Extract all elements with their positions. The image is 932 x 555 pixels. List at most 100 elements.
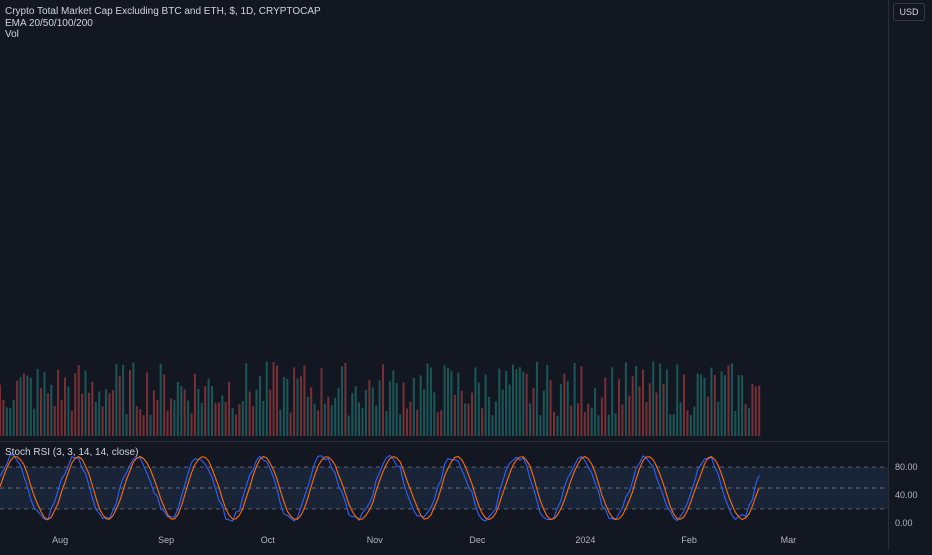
volume-bar: [460, 390, 463, 436]
volume-bar: [341, 366, 343, 436]
volume-bar: [149, 414, 152, 436]
time-tick-label: 2024: [575, 535, 595, 545]
volume-bar: [758, 385, 761, 436]
volume-bar: [447, 368, 449, 436]
pane-separator: [0, 441, 888, 442]
volume-bar: [662, 384, 665, 436]
volume-bar: [156, 399, 159, 436]
volume-bar: [115, 364, 118, 436]
volume-bar: [317, 410, 320, 436]
volume-bar: [375, 405, 378, 436]
volume-bar: [508, 384, 511, 436]
volume-bar: [491, 415, 494, 436]
volume-bar: [245, 363, 248, 436]
volume-bar: [539, 415, 542, 436]
volume-bar: [467, 403, 470, 436]
volume-bar: [713, 374, 716, 436]
volume-bar: [628, 395, 631, 436]
stoch-d-line: [0, 455, 760, 521]
volume-bar: [672, 414, 675, 436]
volume-bar: [727, 365, 730, 436]
volume-bar: [118, 375, 121, 436]
volume-bar: [108, 393, 111, 436]
volume-bar: [132, 362, 135, 436]
volume-bar: [464, 403, 467, 436]
volume-bar: [693, 406, 696, 436]
volume-bar: [337, 387, 340, 436]
volume-bar: [426, 363, 429, 436]
volume-bar: [67, 386, 70, 436]
volume-bar: [74, 373, 77, 436]
volume-bar: [197, 388, 200, 436]
volume-bar: [152, 390, 155, 436]
volume-bar: [122, 364, 125, 436]
volume-bar: [724, 375, 726, 436]
volume-bar: [255, 389, 258, 436]
volume-bar: [457, 372, 460, 436]
volume-bar: [443, 365, 446, 436]
volume-bar: [12, 399, 15, 436]
volume-bar: [546, 364, 549, 436]
volume-bar: [22, 373, 25, 436]
volume-bar: [399, 414, 402, 436]
volume-bar: [659, 363, 662, 436]
volume-bar: [412, 378, 415, 436]
volume-bar: [734, 411, 737, 436]
volume-bar: [474, 367, 477, 436]
volume-bar: [518, 367, 521, 436]
volume-bar: [33, 408, 36, 436]
volume-bar: [193, 373, 196, 436]
volume-bar: [0, 384, 1, 436]
ema-label: EMA 20/50/100/200: [5, 17, 93, 29]
volume-bar: [741, 375, 744, 436]
volume-bar: [238, 404, 241, 436]
volume-bar: [402, 382, 405, 436]
volume-bar: [142, 415, 145, 436]
currency-button[interactable]: USD: [893, 3, 925, 21]
volume-bar: [60, 399, 63, 436]
volume-bar: [624, 362, 627, 436]
volume-bar: [594, 388, 597, 436]
volume-bar: [313, 403, 316, 436]
volume-bar: [306, 396, 309, 436]
volume-bar: [5, 407, 8, 436]
volume-bar: [26, 375, 29, 436]
volume-bar: [748, 407, 750, 436]
volume-bar: [70, 410, 73, 436]
volume-bar: [433, 392, 436, 436]
volume-bar: [559, 384, 562, 436]
volume-bar: [351, 393, 354, 436]
volume-bar: [655, 392, 658, 436]
volume-bar: [484, 374, 487, 436]
volume-bar: [597, 415, 600, 436]
volume-bar: [94, 402, 97, 436]
volume-bar: [293, 367, 296, 436]
volume-bar: [436, 412, 439, 436]
volume-bar: [686, 410, 689, 436]
volume-bar: [214, 403, 217, 436]
volume-bar: [334, 397, 337, 436]
volume-bar: [190, 413, 193, 436]
volume-bar: [607, 414, 610, 436]
chart-title: Crypto Total Market Cap Excluding BTC an…: [5, 6, 321, 17]
volume-bar: [53, 405, 56, 436]
volume-bar: [364, 389, 367, 436]
volume-bar: [361, 407, 364, 436]
volume-bar: [638, 386, 641, 436]
volume-bar: [706, 396, 709, 436]
volume-bar: [146, 372, 149, 436]
volume-bar: [535, 361, 538, 436]
volume-bar: [587, 403, 590, 436]
volume-bar: [159, 363, 162, 436]
volume-bar: [46, 393, 49, 436]
volume-bar: [683, 374, 685, 436]
volume-bar: [703, 377, 706, 436]
volume-bar: [272, 362, 275, 436]
volume-bar: [488, 396, 491, 436]
volume-bar: [583, 412, 586, 436]
volume-bar: [217, 402, 220, 436]
volume-bar: [522, 371, 525, 436]
volume-bar: [720, 371, 723, 436]
